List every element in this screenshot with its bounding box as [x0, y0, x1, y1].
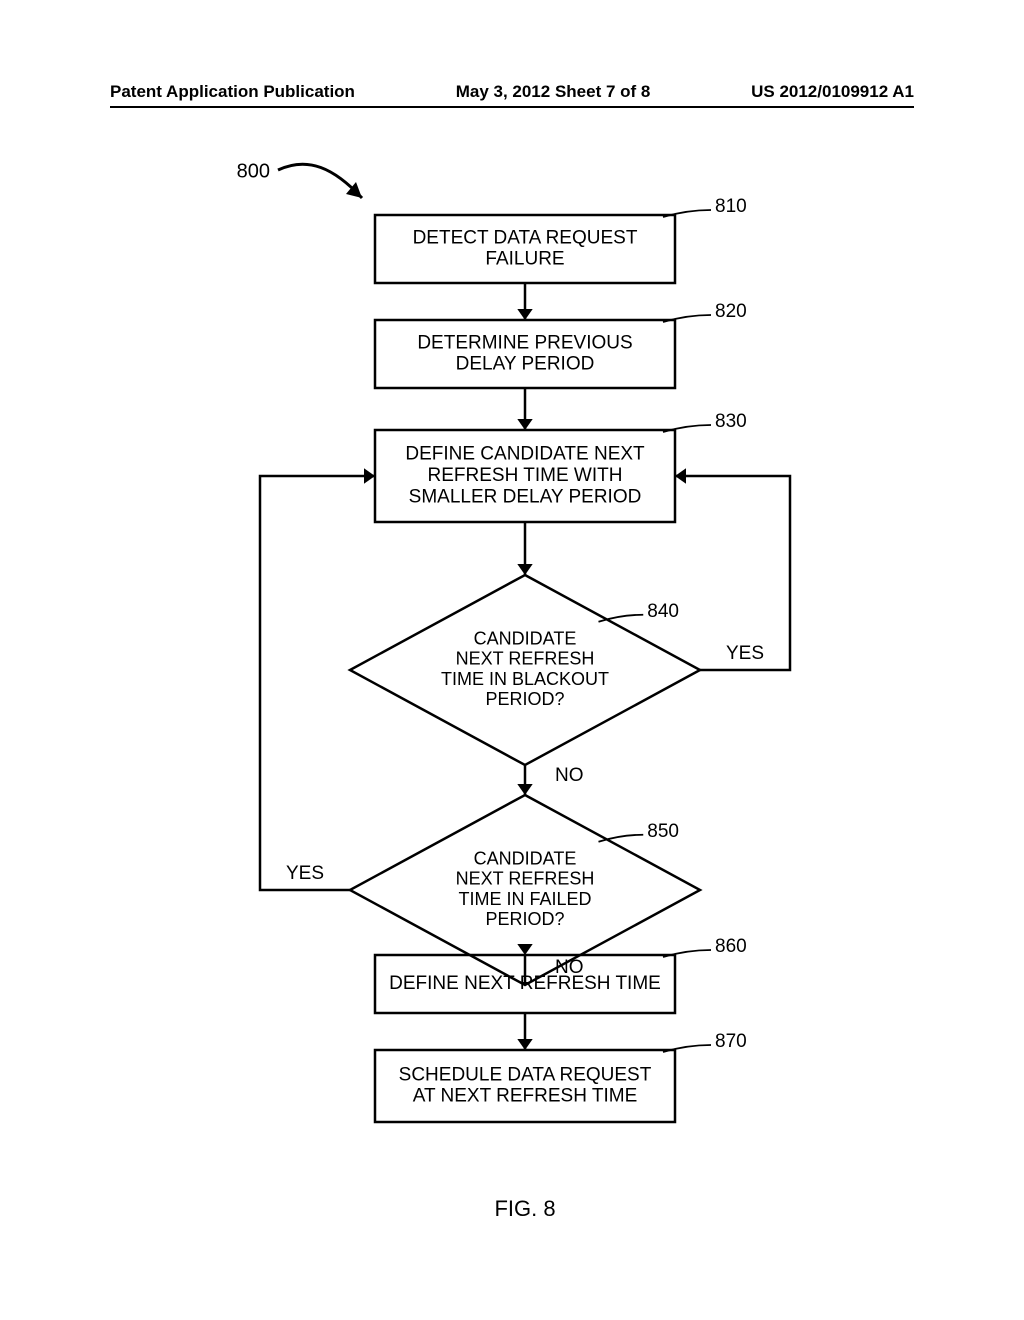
leader-line [663, 315, 711, 322]
flow-diamond-text-n850: CANDIDATE [474, 849, 577, 869]
arrow-head-icon [675, 468, 686, 483]
flow-diamond-text-n850: TIME IN FAILED [458, 889, 591, 909]
flow-diamond-text-n840: TIME IN BLACKOUT [441, 669, 609, 689]
arrow-head-icon [517, 564, 532, 575]
page: Patent Application Publication May 3, 20… [0, 0, 1024, 1320]
flow-box-text-n810: FAILURE [485, 249, 564, 270]
flow-diamond-text-n840: NEXT REFRESH [456, 649, 595, 669]
flow-box-text-n830: SMALLER DELAY PERIOD [409, 486, 642, 507]
ref-label-n810: 810 [715, 196, 747, 217]
flow-diamond-text-n850: PERIOD? [485, 909, 564, 929]
flow-box-text-n830: DEFINE CANDIDATE NEXT [405, 444, 645, 465]
ref-label-n850: 850 [647, 821, 679, 842]
flow-box-text-n830: REFRESH TIME WITH [428, 465, 623, 486]
ref-label-n840: 840 [647, 601, 679, 622]
flow-diamond-text-n840: PERIOD? [485, 689, 564, 709]
flow-box-text-n810: DETECT DATA REQUEST [413, 227, 638, 248]
leader-line [663, 950, 711, 957]
arrow-head-icon [517, 1039, 532, 1050]
leader-line [663, 425, 711, 432]
flow-box-text-n820: DETERMINE PREVIOUS [417, 332, 632, 353]
arrow-head-icon [517, 419, 532, 430]
flow-diamond-text-n840: CANDIDATE [474, 629, 577, 649]
flow-arrow [675, 476, 790, 670]
figure-caption: FIG. 8 [494, 1196, 555, 1221]
flow-arrow [260, 476, 375, 890]
leader-line [663, 210, 711, 217]
ref-label-n870: 870 [715, 1031, 747, 1052]
edge-label-no-850: NO [555, 957, 584, 978]
figure-reference: 800 [237, 160, 270, 182]
arrow-head-icon [517, 309, 532, 320]
flowchart-svg: DETECT DATA REQUESTFAILURE 810 DETERMINE P… [0, 0, 1024, 1320]
edge-label-no-840: NO [555, 765, 584, 786]
edge-label-yes-840: YES [726, 643, 764, 664]
arrow-head-icon [364, 468, 375, 483]
ref-label-n830: 830 [715, 411, 747, 432]
leader-line [663, 1045, 711, 1052]
ref-label-n860: 860 [715, 936, 747, 957]
flow-diamond-text-n850: NEXT REFRESH [456, 869, 595, 889]
flow-box-text-n870: SCHEDULE DATA REQUEST [399, 1064, 652, 1085]
arrow-head-icon [517, 944, 532, 955]
ref-label-n820: 820 [715, 301, 747, 322]
edge-label-yes-850: YES [286, 863, 324, 884]
arrow-head-icon [517, 784, 532, 795]
flow-box-text-n870: AT NEXT REFRESH TIME [413, 1086, 638, 1107]
flow-box-text-n820: DELAY PERIOD [456, 354, 595, 375]
